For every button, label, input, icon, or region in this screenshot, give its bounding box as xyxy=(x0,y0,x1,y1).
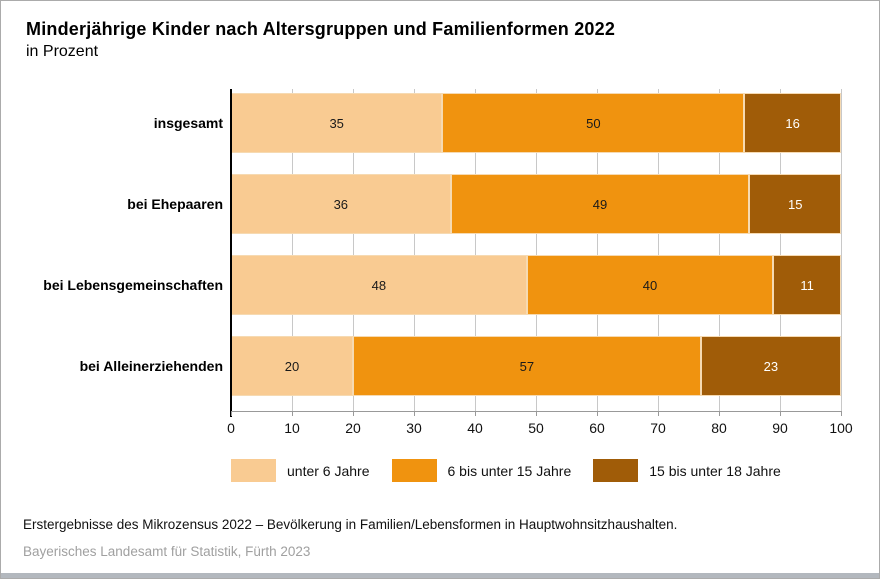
bar-segment: 40 xyxy=(526,255,774,315)
bar-segment: 16 xyxy=(744,93,841,153)
axis-tick-label: 10 xyxy=(284,420,300,436)
gridline xyxy=(658,89,659,411)
bar-segment: 11 xyxy=(773,255,841,315)
axis-tick xyxy=(719,411,720,416)
axis-tick-label: 80 xyxy=(711,420,727,436)
legend-label: 6 bis unter 15 Jahre xyxy=(447,462,572,479)
axis-tick-label: 90 xyxy=(772,420,788,436)
bar-row: 20 57 23 xyxy=(231,336,841,396)
credit-note: Bayerisches Landesamt für Statistik, Für… xyxy=(23,544,311,559)
axis-tick xyxy=(536,411,537,416)
axis-tick xyxy=(231,411,232,416)
category-label: insgesamt xyxy=(153,115,223,131)
gridline xyxy=(841,89,842,411)
gridline xyxy=(719,89,720,411)
axis-tick xyxy=(414,411,415,416)
legend-item: 15 bis unter 18 Jahre xyxy=(593,459,781,482)
axis-tick xyxy=(658,411,659,416)
axis-tick-label: 0 xyxy=(227,420,235,436)
gridline xyxy=(353,89,354,411)
legend-swatch xyxy=(593,459,639,482)
legend-swatch xyxy=(391,459,437,482)
gridline xyxy=(780,89,781,411)
chart-subtitle: in Prozent xyxy=(26,43,99,60)
bottom-strip xyxy=(1,573,879,578)
axis-tick-label: 40 xyxy=(467,420,483,436)
bar-segment: 48 xyxy=(231,255,527,315)
axis-tick-label: 100 xyxy=(829,420,853,436)
bar-segment: 20 xyxy=(231,336,353,396)
source-note: Erstergebnisse des Mikrozensus 2022 – Be… xyxy=(23,517,678,532)
axis-tick xyxy=(780,411,781,416)
legend-label: unter 6 Jahre xyxy=(287,462,370,479)
bar-row: 35 50 16 xyxy=(231,93,841,153)
bar-segment: 23 xyxy=(700,336,841,396)
gridline xyxy=(597,89,598,411)
axis-tick xyxy=(841,411,842,416)
axis-tick-label: 20 xyxy=(345,420,361,436)
bar-segment: 36 xyxy=(231,174,451,234)
gridline xyxy=(414,89,415,411)
axis-tick-label: 60 xyxy=(589,420,605,436)
legend-label: 15 bis unter 18 Jahre xyxy=(649,462,781,479)
plot-area: 35 50 16 36 49 15 48 40 11 20 57 23 xyxy=(231,89,842,411)
chart-title: Minderjährige Kinder nach Altersgruppen … xyxy=(26,19,616,39)
legend: unter 6 Jahre 6 bis unter 15 Jahre 15 bis … xyxy=(231,459,781,482)
gridline xyxy=(475,89,476,411)
category-label: bei Alleinerziehenden xyxy=(79,358,223,374)
axis-tick xyxy=(475,411,476,416)
bar-row: 48 40 11 xyxy=(231,255,841,315)
axis-tick-label: 50 xyxy=(528,420,544,436)
axis-tick xyxy=(597,411,598,416)
y-axis-line xyxy=(230,89,232,417)
category-label: bei Lebensgemeinschaften xyxy=(43,277,223,293)
gridline xyxy=(536,89,537,411)
legend-swatch xyxy=(231,459,276,482)
bar-segment: 35 xyxy=(231,93,443,153)
gridline xyxy=(292,89,293,411)
axis-tick-label: 70 xyxy=(650,420,666,436)
legend-item: 6 bis unter 15 Jahre xyxy=(391,459,572,482)
axis-tick xyxy=(353,411,354,416)
bar-row: 36 49 15 xyxy=(231,174,841,234)
category-label: bei Ehepaaren xyxy=(127,196,223,212)
bar-segment: 57 xyxy=(353,336,701,396)
axis-tick-label: 30 xyxy=(406,420,422,436)
axis-tick xyxy=(292,411,293,416)
bar-segment: 49 xyxy=(450,174,750,234)
legend-item: unter 6 Jahre xyxy=(231,459,370,482)
bar-segment: 15 xyxy=(749,174,841,234)
bar-segment: 50 xyxy=(442,93,745,153)
